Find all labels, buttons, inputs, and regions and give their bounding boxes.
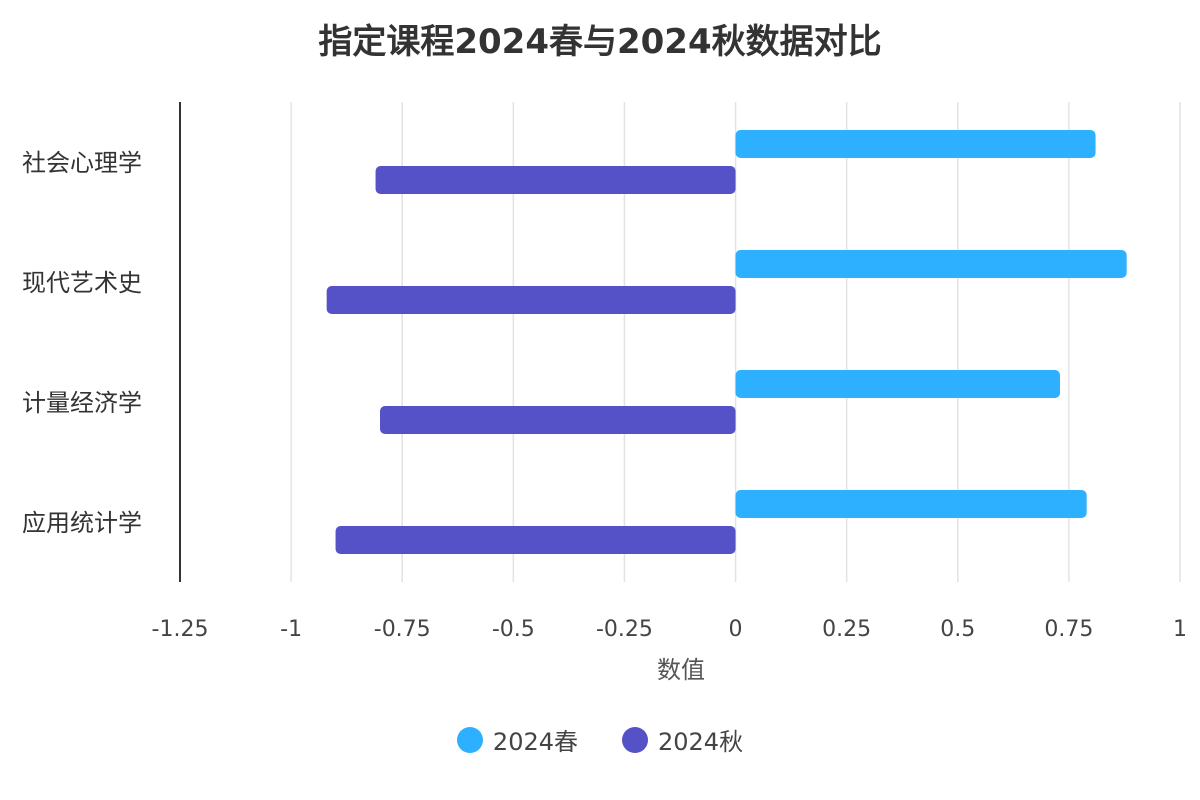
y-tick-label: 现代艺术史 bbox=[22, 269, 142, 297]
legend-item[interactable]: 2024春 bbox=[456, 722, 578, 757]
x-tick-label: -0.5 bbox=[492, 617, 535, 642]
bar-autumn bbox=[380, 406, 736, 434]
bar-autumn bbox=[335, 526, 736, 554]
bar-spring bbox=[735, 130, 1096, 158]
legend-marker bbox=[456, 726, 483, 753]
bars bbox=[326, 130, 1127, 554]
bar-spring bbox=[735, 490, 1087, 518]
bar-spring bbox=[735, 370, 1060, 398]
bar-autumn bbox=[375, 166, 736, 194]
y-tick-label: 应用统计学 bbox=[22, 509, 142, 537]
axes: -1.25 -1 -0.75 -0.5 -0.25 0 0.25 0.5 0.75 1 社会心理学现… bbox=[22, 102, 1187, 642]
x-tick-label: -0.25 bbox=[596, 617, 653, 642]
legend-marker bbox=[622, 726, 648, 753]
x-tick-label: 1 bbox=[1173, 617, 1187, 642]
y-tick-label: 计量经济学 bbox=[22, 389, 142, 417]
x-tick-label: 0.5 bbox=[940, 617, 975, 642]
legend: 2024春 2024秋 bbox=[0, 722, 1200, 757]
x-tick-label: -0.75 bbox=[374, 617, 431, 642]
x-tick-label: -1 bbox=[280, 617, 302, 642]
x-tick-label: 0 bbox=[729, 617, 743, 642]
legend-label: 2024春 bbox=[492, 728, 578, 756]
bar-spring bbox=[735, 250, 1127, 278]
bar-autumn bbox=[326, 286, 736, 314]
x-tick-label: -1.25 bbox=[152, 617, 209, 642]
x-tick-label: 0.25 bbox=[822, 617, 871, 642]
x-tick-label: 0.75 bbox=[1044, 617, 1093, 642]
y-tick-label: 社会心理学 bbox=[22, 149, 142, 177]
legend-label: 2024秋 bbox=[658, 728, 744, 756]
legend-item[interactable]: 2024秋 bbox=[622, 722, 743, 757]
x-axis-label: 数值 bbox=[657, 656, 705, 684]
chart-title: 指定课程2024春与2024秋数据对比 bbox=[318, 22, 882, 62]
